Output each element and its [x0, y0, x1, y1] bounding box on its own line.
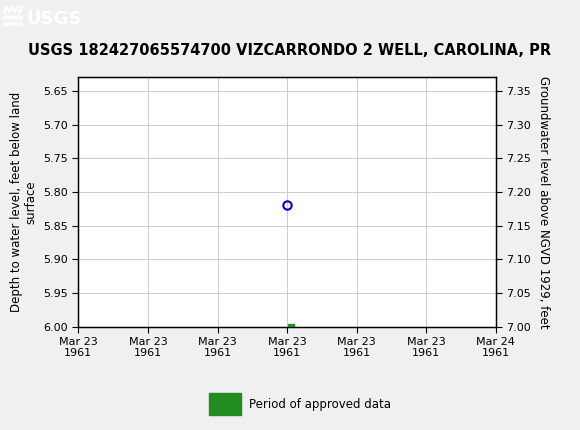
Text: Period of approved data: Period of approved data [249, 398, 392, 411]
Text: USGS: USGS [26, 10, 81, 28]
Y-axis label: Groundwater level above NGVD 1929, feet: Groundwater level above NGVD 1929, feet [536, 76, 550, 329]
Y-axis label: Depth to water level, feet below land
surface: Depth to water level, feet below land su… [10, 92, 38, 312]
Text: USGS 182427065574700 VIZCARRONDO 2 WELL, CAROLINA, PR: USGS 182427065574700 VIZCARRONDO 2 WELL,… [28, 43, 552, 58]
Bar [209, 393, 241, 415]
